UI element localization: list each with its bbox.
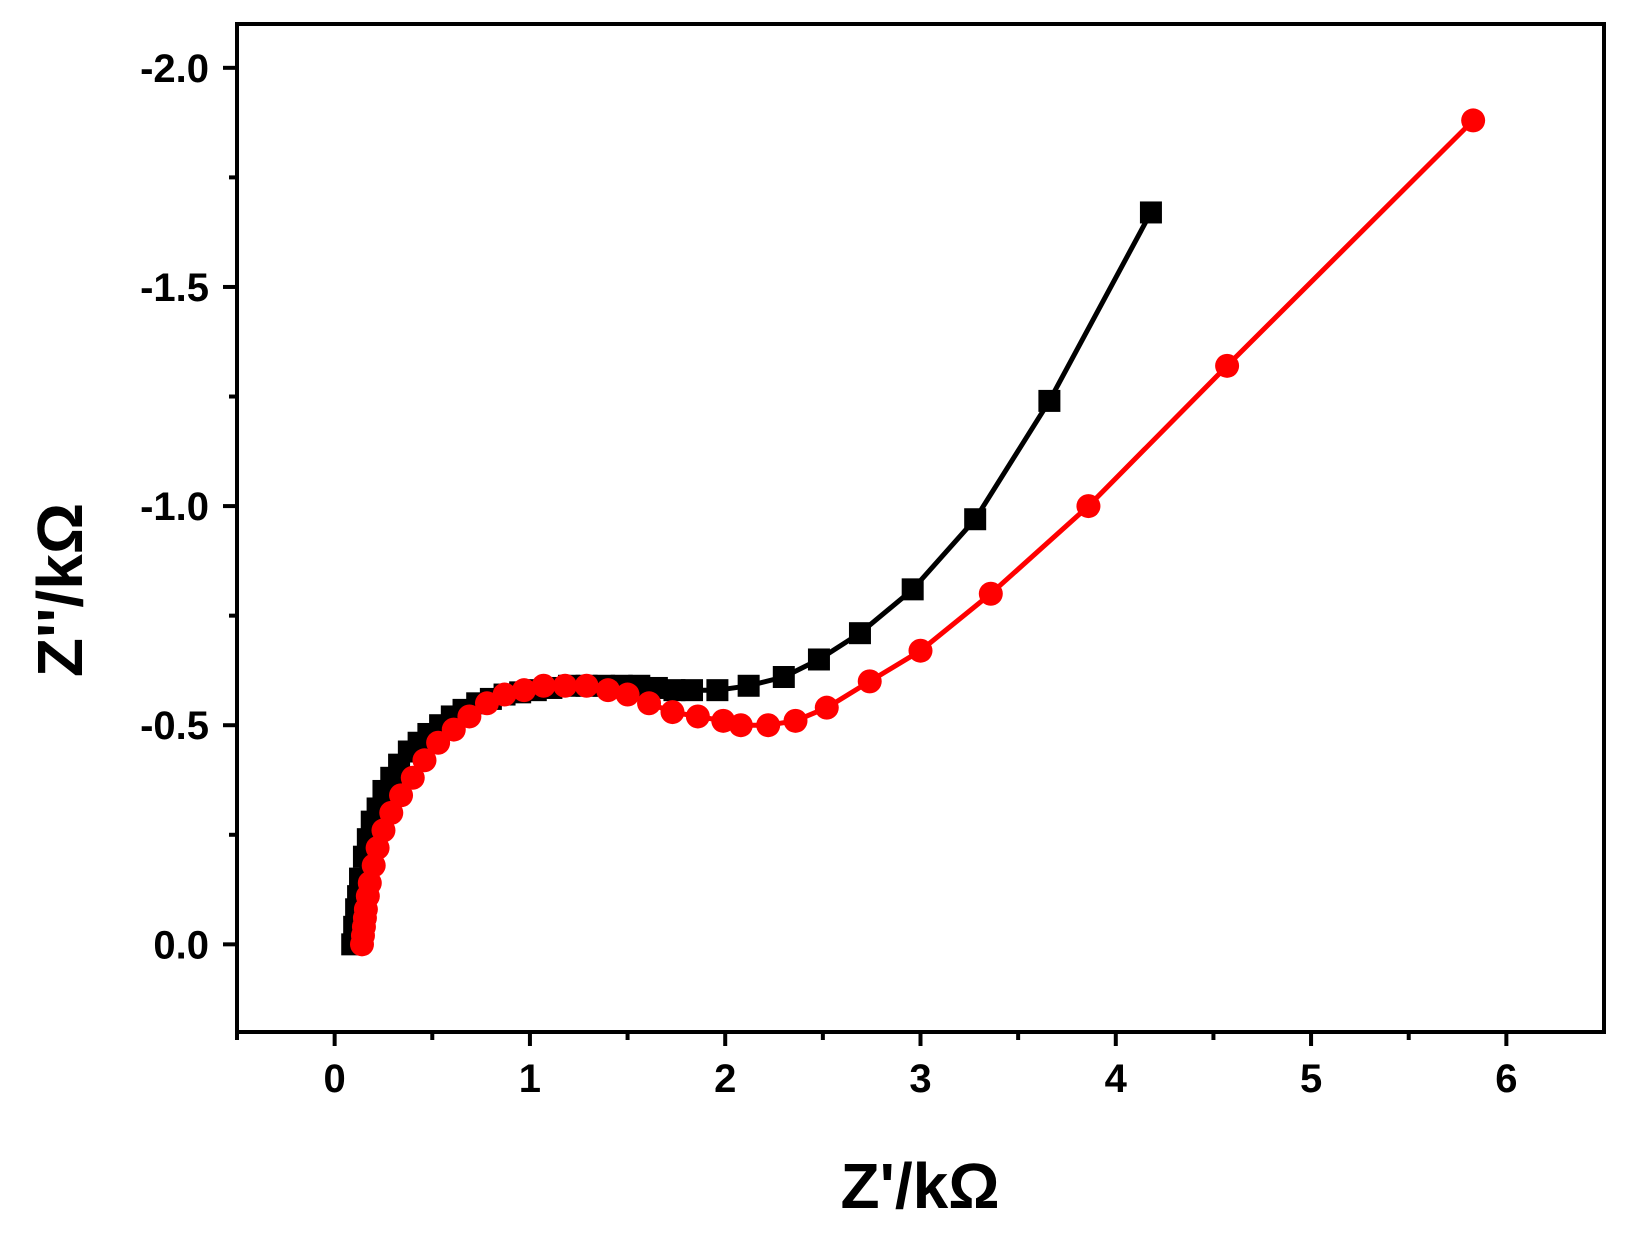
- series-1-point: [1038, 389, 1061, 412]
- series-2-point: [908, 638, 933, 663]
- series-1-line: [349, 211, 1154, 945]
- series-2-point: [400, 765, 425, 790]
- x-tick-label: 1: [519, 1057, 541, 1101]
- series-1: [341, 201, 1162, 956]
- y-tick-label: -0.5: [140, 704, 209, 748]
- series-2-point: [596, 678, 621, 703]
- series-1-point: [706, 679, 729, 702]
- y-tick-label: -1.5: [140, 266, 209, 310]
- x-tick-label: 2: [714, 1057, 736, 1101]
- y-tick-label: -2.0: [140, 47, 209, 91]
- y-axis-title: Z''/kΩ: [24, 503, 96, 677]
- series-2-point: [389, 783, 414, 808]
- series-2-point: [574, 673, 599, 698]
- x-tick-label: 4: [1105, 1057, 1128, 1101]
- series-2-point: [756, 713, 781, 738]
- y-axis-ticks: 0.0 -0.5 -1.0 -1.5 -2.0: [140, 47, 237, 967]
- series-2-point: [978, 581, 1003, 606]
- series-2-point: [857, 669, 882, 694]
- series-2-point: [492, 682, 517, 707]
- x-tick-label: 3: [909, 1057, 931, 1101]
- series-1-point: [964, 508, 987, 531]
- x-tick-label: 5: [1300, 1057, 1322, 1101]
- series-layer: [341, 108, 1486, 957]
- series-1-point: [848, 622, 871, 645]
- series-2-point: [814, 695, 839, 720]
- series-2-point: [660, 700, 685, 725]
- y-tick-label: -1.0: [140, 485, 209, 529]
- series-2-point: [512, 678, 537, 703]
- series-1-point: [663, 679, 686, 702]
- series-2-point: [783, 708, 808, 733]
- plot-frame: [235, 22, 1606, 1034]
- series-2-point: [728, 713, 753, 738]
- y-tick-label: 0.0: [153, 923, 209, 967]
- x-axis-title: Z'/kΩ: [841, 1150, 1000, 1222]
- series-1-point: [737, 674, 760, 697]
- series-2-point: [457, 704, 482, 729]
- series-1-point: [807, 648, 830, 671]
- series-2-point: [637, 691, 662, 716]
- series-2: [349, 108, 1486, 957]
- series-2-point: [1076, 494, 1101, 519]
- series-2-point: [685, 704, 710, 729]
- series-2-line: [359, 118, 1475, 945]
- series-2-point: [1215, 353, 1240, 378]
- series-2-point: [553, 673, 578, 698]
- series-2-point: [379, 800, 404, 825]
- x-axis-ticks: 0 1 2 3 4 5 6: [235, 1032, 1517, 1101]
- series-2-point: [531, 673, 556, 698]
- x-tick-label: 6: [1495, 1057, 1517, 1101]
- series-2-point: [412, 748, 437, 773]
- series-1-point: [681, 679, 704, 702]
- series-2-point: [1461, 108, 1486, 133]
- series-1-point: [901, 578, 924, 601]
- x-tick-label: 0: [324, 1057, 346, 1101]
- series-1-point: [772, 666, 795, 689]
- series-2-point: [615, 682, 640, 707]
- series-1-point: [1139, 201, 1162, 224]
